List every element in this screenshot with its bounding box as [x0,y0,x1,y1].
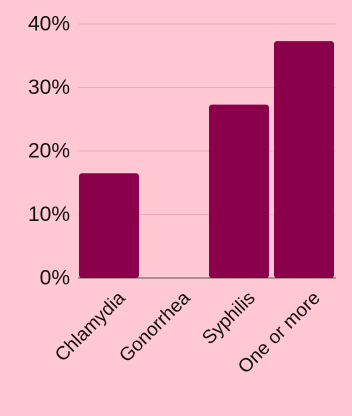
bar-one-or-more [274,41,334,278]
bars [79,41,334,279]
y-axis-tick-labels: 0% 10% 20% 30% 40% [28,13,70,290]
y-tick-label: 40% [28,13,70,36]
x-category-label: Syphilis [198,288,259,349]
bar-chlamydia [79,173,139,278]
y-tick-label: 20% [28,140,70,163]
bar-syphilis [209,104,269,279]
x-category-label: Gonorrhea [115,287,194,366]
y-tick-label: 10% [28,203,70,226]
y-tick-label: 30% [28,76,70,99]
y-tick-label: 0% [40,267,70,290]
